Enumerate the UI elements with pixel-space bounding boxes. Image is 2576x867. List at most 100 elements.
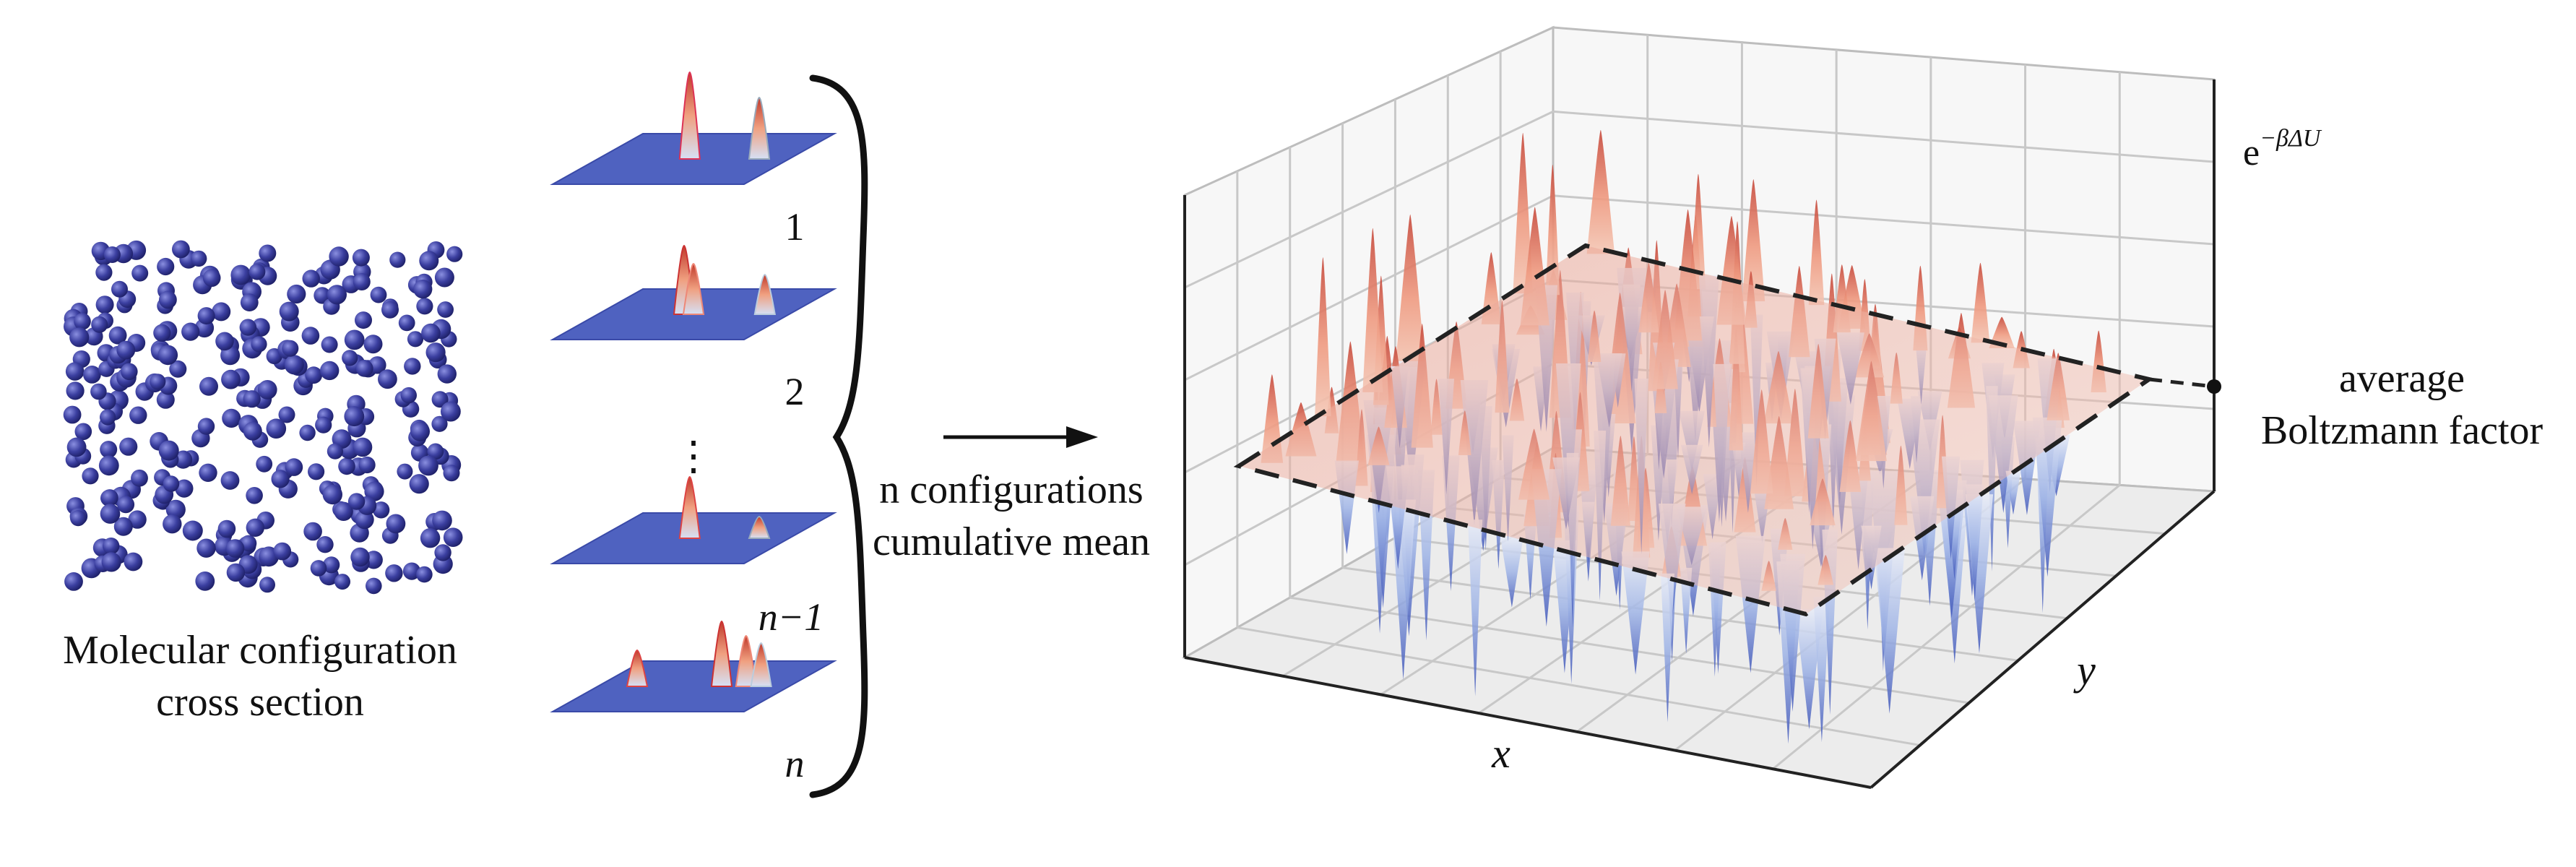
surface-trough <box>1680 567 1693 654</box>
molecule <box>70 510 87 527</box>
molecule <box>358 456 376 474</box>
molecule <box>321 336 338 353</box>
molecule <box>157 257 175 276</box>
molecule <box>165 499 186 519</box>
molecule <box>66 381 85 400</box>
molecule <box>197 307 215 325</box>
stack-label-1: 1 <box>785 205 805 249</box>
molecule <box>163 475 180 492</box>
boltzmann-surface-plot <box>1181 25 2221 789</box>
molecule <box>240 535 257 552</box>
molecule <box>150 374 166 390</box>
molecule <box>121 363 138 381</box>
molecule <box>199 376 218 396</box>
molecule <box>246 518 264 537</box>
axis-z-label: e−βΔU <box>2243 125 2322 173</box>
molecule <box>222 408 241 428</box>
avg-caption-line2: Boltzmann factor <box>2261 408 2543 453</box>
molecule <box>434 267 454 288</box>
brace <box>809 74 868 798</box>
molecule <box>220 471 240 490</box>
molecule <box>413 280 433 299</box>
surface-peak <box>1742 178 1765 302</box>
molecule <box>95 264 113 281</box>
molecule <box>251 336 267 353</box>
molecule <box>400 387 417 404</box>
molecule <box>116 340 136 360</box>
molecule <box>437 364 457 384</box>
molecule <box>410 421 430 441</box>
molecule <box>315 416 332 434</box>
molecule <box>355 510 374 530</box>
molecule <box>159 290 177 309</box>
surface-trough <box>1874 548 1906 714</box>
surface-peak <box>1545 164 1560 296</box>
molecule <box>246 487 263 504</box>
molecule <box>158 440 179 461</box>
molecule <box>316 536 334 553</box>
molecule <box>129 406 147 424</box>
surface-trough <box>1660 573 1674 722</box>
molecule <box>259 577 275 593</box>
molecule <box>409 474 429 494</box>
avg-caption-line1: average <box>2339 356 2465 401</box>
molecule <box>195 571 215 591</box>
stack-label-n-minus-1: n−1 <box>758 595 824 639</box>
molecule <box>91 316 108 333</box>
molecule <box>397 463 413 480</box>
molecule <box>352 249 370 267</box>
molecule <box>119 437 138 456</box>
molecule <box>363 335 383 354</box>
molecule <box>353 437 373 457</box>
molecule <box>221 369 241 389</box>
surface-peak <box>1971 262 1990 343</box>
molecule <box>174 450 193 469</box>
molecule <box>74 423 92 441</box>
molecule <box>416 298 433 315</box>
molecule <box>279 301 299 322</box>
plane-spike <box>626 649 649 687</box>
molecule <box>431 415 448 432</box>
molecule <box>243 390 261 408</box>
molecule <box>285 458 303 476</box>
surface-peak <box>1808 199 1825 306</box>
molecule <box>182 520 203 541</box>
molecule <box>64 572 83 591</box>
plane-spike <box>753 273 776 315</box>
molecule <box>157 345 178 366</box>
molecule <box>273 542 292 561</box>
molecule <box>156 390 175 409</box>
molecule <box>338 457 355 475</box>
molecule <box>243 421 262 441</box>
molecule <box>299 424 316 441</box>
molecule <box>82 467 99 485</box>
molecule <box>301 327 320 345</box>
molecule <box>334 501 353 521</box>
surface-trough <box>2005 470 2021 515</box>
stack-label-2: 2 <box>785 370 805 413</box>
molecule <box>117 496 135 514</box>
left-caption-line2: cross section <box>156 680 364 725</box>
molecule <box>402 562 421 580</box>
molecule <box>386 514 406 534</box>
molecule <box>212 302 231 322</box>
molecule <box>327 285 347 305</box>
surface-peak <box>1395 214 1425 367</box>
molecule <box>434 544 451 561</box>
molecule <box>215 332 234 351</box>
surface-peak <box>1513 132 1533 294</box>
molecule <box>344 406 365 427</box>
molecule <box>416 566 433 583</box>
molecule <box>197 418 215 435</box>
molecule <box>404 358 421 375</box>
brace-caption-line2: cumulative mean <box>873 519 1150 564</box>
molecule <box>225 539 245 558</box>
molecule <box>355 311 372 329</box>
molecule <box>443 465 460 482</box>
molecule <box>111 280 128 298</box>
plane-spike <box>710 620 733 687</box>
configuration-plane <box>550 620 837 712</box>
molecule <box>427 443 444 460</box>
molecule <box>103 246 121 263</box>
